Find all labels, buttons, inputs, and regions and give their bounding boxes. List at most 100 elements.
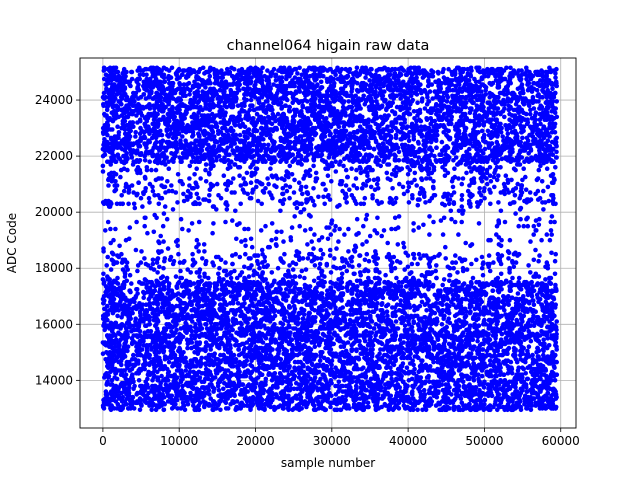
data-point — [394, 376, 399, 382]
data-point — [432, 383, 438, 389]
data-point — [417, 337, 423, 343]
data-point — [455, 385, 461, 390]
data-point — [521, 383, 526, 389]
data-point — [537, 400, 543, 406]
data-point — [431, 379, 437, 385]
data-point — [269, 296, 275, 302]
data-point — [297, 392, 303, 397]
data-point — [209, 352, 214, 358]
data-point — [452, 313, 458, 319]
data-point — [224, 355, 229, 361]
data-point — [144, 400, 149, 406]
data-point — [526, 344, 532, 350]
data-point — [434, 369, 439, 375]
data-point — [159, 386, 165, 392]
data-point — [415, 407, 420, 413]
data-point — [485, 340, 491, 345]
data-point — [175, 364, 181, 369]
data-point — [144, 350, 150, 355]
data-point — [192, 397, 198, 403]
data-point — [458, 396, 464, 401]
data-point — [133, 319, 138, 324]
data-point — [121, 389, 127, 394]
data-point — [494, 373, 499, 379]
data-point — [414, 375, 419, 380]
data-point — [108, 389, 114, 394]
data-point — [183, 355, 188, 361]
data-point — [170, 345, 176, 351]
data-point — [404, 365, 410, 371]
data-point — [249, 376, 254, 382]
data-point — [256, 392, 262, 397]
data-point — [533, 403, 539, 408]
data-point — [331, 373, 337, 379]
data-point — [173, 385, 178, 390]
data-point — [502, 378, 508, 383]
data-point — [410, 392, 415, 397]
data-point — [174, 368, 180, 373]
data-point — [111, 301, 116, 306]
data-point — [237, 369, 242, 375]
data-point — [463, 386, 468, 392]
data-point — [182, 407, 188, 413]
data-point — [370, 359, 375, 365]
data-point — [135, 390, 140, 396]
data-point — [203, 348, 208, 354]
data-point — [537, 406, 543, 411]
data-point — [446, 316, 452, 322]
data-point — [297, 368, 303, 373]
data-point — [139, 401, 144, 407]
data-point — [137, 396, 143, 401]
data-point — [525, 394, 531, 400]
data-point — [210, 362, 216, 368]
data-point — [316, 379, 322, 385]
data-point — [216, 387, 222, 393]
data-point — [279, 380, 285, 386]
data-point — [351, 359, 357, 365]
data-point — [514, 404, 520, 410]
data-point — [503, 404, 509, 410]
data-point — [215, 337, 221, 343]
data-point — [540, 357, 545, 362]
data-point — [368, 347, 374, 352]
data-point — [473, 355, 478, 361]
data-point — [283, 362, 289, 368]
data-point — [433, 344, 438, 350]
data-point — [435, 337, 441, 343]
data-point — [427, 379, 432, 385]
data-point — [225, 337, 231, 343]
data-point — [133, 333, 139, 338]
data-point — [366, 365, 372, 371]
data-point — [343, 324, 348, 330]
data-point — [142, 291, 147, 296]
data-point — [218, 376, 223, 382]
data-point — [347, 355, 352, 361]
data-point — [253, 344, 259, 350]
data-point — [284, 354, 289, 359]
data-point — [388, 365, 393, 371]
data-point — [398, 376, 404, 382]
data-point — [489, 393, 495, 399]
data-point — [375, 354, 380, 359]
data-point — [335, 368, 340, 373]
data-point — [528, 365, 533, 371]
data-point — [426, 403, 431, 408]
data-point — [430, 282, 436, 288]
data-point — [489, 345, 494, 351]
data-point — [458, 337, 463, 343]
data-point — [409, 376, 415, 382]
data-point — [268, 386, 273, 392]
data-point — [239, 341, 245, 347]
data-point — [414, 354, 420, 359]
data-point — [229, 333, 234, 338]
data-point — [132, 362, 138, 368]
data-point — [189, 361, 195, 366]
data-point — [189, 333, 195, 338]
data-point — [379, 341, 385, 347]
data-point — [336, 379, 342, 385]
data-point — [345, 359, 351, 365]
data-point — [453, 347, 458, 352]
data-point — [338, 344, 344, 350]
data-point — [150, 378, 155, 383]
data-point — [326, 383, 332, 389]
